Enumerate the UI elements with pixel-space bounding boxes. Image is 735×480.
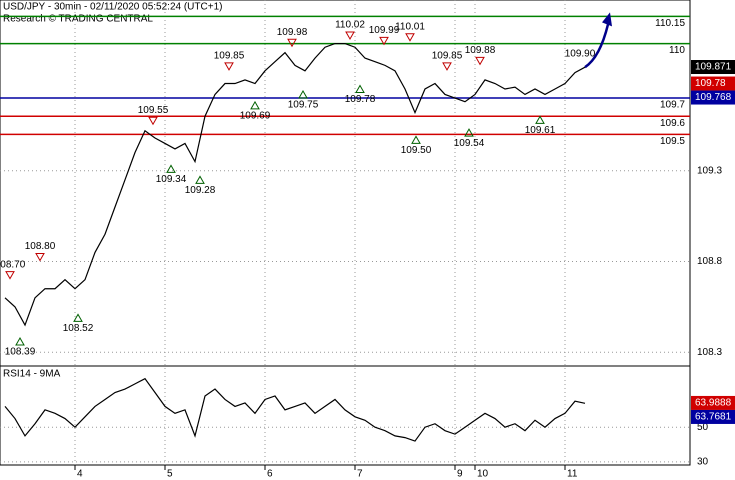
x-tick-label: 9: [457, 469, 463, 480]
annotation-label: 109.90: [565, 48, 596, 59]
low-marker: [195, 175, 205, 184]
level-label: 110: [669, 45, 685, 56]
y-tick-label: 30: [697, 457, 709, 468]
annotation-label: 108.80: [25, 241, 56, 252]
annotation-label: 110.02: [335, 20, 365, 31]
high-marker: [5, 271, 15, 280]
price-tag: [691, 90, 735, 105]
annotation-label: 108.70: [0, 259, 26, 270]
y-tick-label: 50: [697, 422, 709, 433]
low-marker: [298, 89, 308, 99]
high-marker: [148, 116, 158, 126]
annotation-label: 109.99: [369, 25, 400, 36]
low-marker: [250, 100, 260, 110]
high-marker: [475, 56, 485, 66]
y-tick-label: 108.8: [697, 256, 722, 267]
price-tag-label: 109.871: [695, 62, 732, 73]
level-label: 109.6: [660, 118, 685, 129]
price-tag-label: 63.7681: [695, 412, 732, 423]
level-label: 109.7: [660, 100, 685, 111]
price-line: [4, 42, 586, 327]
low-marker: [73, 313, 83, 322]
price-tag: [691, 60, 735, 75]
annotation-label: 109.54: [454, 138, 485, 149]
low-marker: [355, 84, 365, 94]
annotation-label: 108.52: [63, 323, 94, 334]
low-marker: [411, 135, 421, 144]
price-tag: [691, 409, 735, 424]
annotation-label: 109.61: [525, 125, 556, 136]
rsi-line: [4, 377, 586, 442]
level-label: 109.5: [660, 136, 685, 147]
forecast-arrow: [584, 24, 610, 69]
x-tick-label: 10: [477, 469, 489, 480]
annotation-label: 109.78: [345, 94, 376, 105]
price-tag: [691, 395, 735, 410]
y-tick-label: 109.3: [697, 165, 722, 176]
annotation-label: 109.88: [465, 45, 496, 56]
high-marker: [224, 62, 234, 71]
annotation-label: 109.28: [185, 185, 216, 196]
x-tick-label: 4: [77, 469, 83, 480]
level-label: 110.15: [655, 18, 685, 29]
price-tag-label: 109.768: [695, 92, 732, 103]
x-tick-label: 7: [357, 469, 363, 480]
high-marker: [405, 33, 415, 42]
chart-title: USD/JPY - 30min - 02/11/2020 05:52:24 (U…: [3, 2, 222, 13]
annotation-label: 108.39: [5, 347, 36, 358]
annotation-label: 109.98: [277, 27, 308, 38]
x-tick-label: 5: [167, 469, 173, 480]
rsi-title: RSI14 - 9MA: [3, 369, 61, 380]
annotation-label: 110.01: [395, 21, 425, 32]
annotation-label: 109.85: [432, 50, 463, 61]
plot-frame: [0, 0, 691, 466]
arrow-head: [602, 12, 612, 27]
annotation-label: 109.55: [138, 105, 169, 116]
annotation-label: 109.50: [401, 145, 432, 156]
x-tick-label: 11: [567, 469, 578, 480]
low-marker: [464, 128, 474, 137]
low-marker: [166, 164, 176, 173]
high-marker: [379, 36, 389, 46]
annotation-label: 109.69: [240, 111, 271, 122]
price-tag: [691, 76, 735, 91]
price-tag-label: 109.78: [695, 78, 726, 89]
chart-subtitle: Research © TRADING CENTRAL: [3, 14, 153, 25]
annotation-label: 109.34: [156, 174, 187, 185]
high-marker: [287, 38, 297, 48]
high-marker: [35, 252, 45, 262]
high-marker: [442, 62, 452, 71]
y-tick-label: 108.3: [697, 347, 722, 358]
price-tag-label: 63.9888: [695, 398, 732, 409]
low-marker: [15, 336, 25, 346]
high-marker: [345, 31, 355, 40]
x-tick-label: 6: [267, 469, 273, 480]
annotation-label: 109.75: [288, 100, 319, 111]
annotation-label: 109.85: [214, 50, 245, 61]
low-marker: [535, 115, 545, 124]
